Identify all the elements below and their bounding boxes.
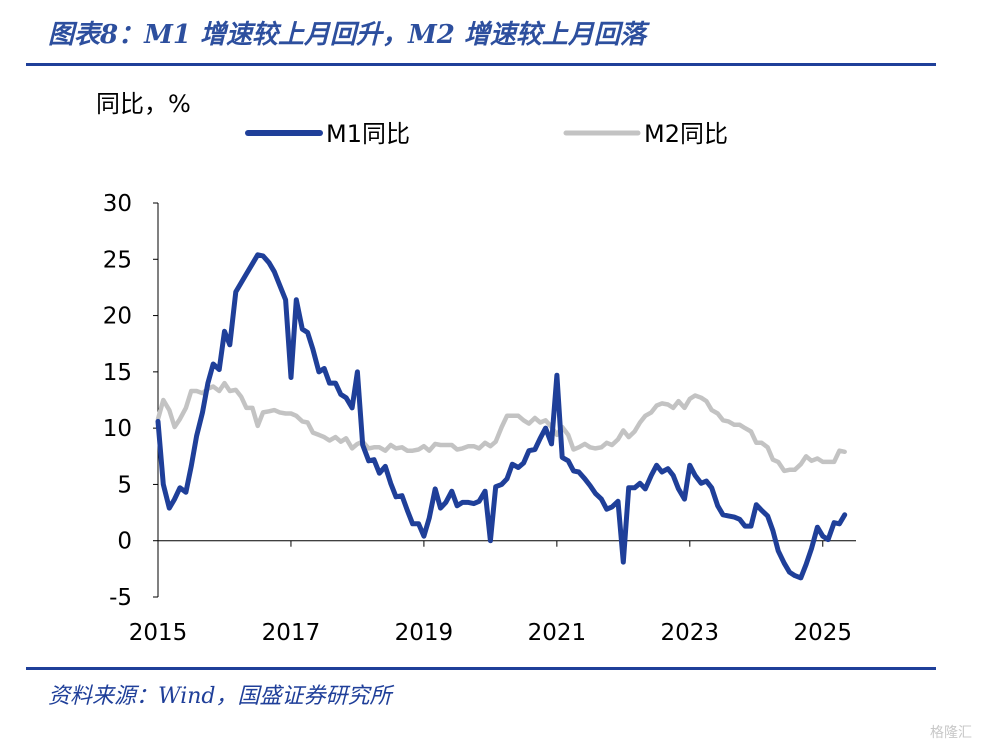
chart-title: 图表8：M1 增速较上月回升，M2 增速较上月回落 — [48, 20, 646, 50]
y-tick-label: 15 — [103, 360, 132, 386]
title-rule — [26, 63, 936, 66]
x-tick-label: 2021 — [528, 620, 587, 646]
y-tick-label: -5 — [109, 585, 132, 611]
series-line-m1 — [155, 252, 848, 581]
source-note: 资料来源：Wind，国盛证券研究所 — [48, 684, 392, 709]
y-tick-label: 25 — [103, 247, 132, 273]
series-line-m2 — [155, 380, 847, 474]
x-tick-label: 2025 — [793, 620, 852, 646]
y-tick-label: 20 — [103, 304, 132, 330]
legend-label-m2: M2同比 — [644, 120, 728, 148]
legend-label-m1: M1同比 — [326, 120, 410, 148]
x-tick-label: 2017 — [262, 620, 321, 646]
y-tick-label: 10 — [103, 416, 132, 442]
y-tick-label: 0 — [117, 529, 132, 555]
watermark: 格隆汇 — [930, 725, 972, 741]
x-tick-label: 2019 — [395, 620, 454, 646]
y-tick-label: 5 — [117, 472, 132, 498]
source-rule — [26, 667, 936, 670]
series-group — [155, 252, 848, 581]
x-tick-label: 2015 — [129, 620, 188, 646]
legend: M1同比 M2同比 — [245, 120, 728, 148]
y-axis-label: 同比，% — [96, 90, 191, 118]
y-tick-label: 30 — [103, 191, 132, 217]
x-tick-label: 2023 — [661, 620, 720, 646]
